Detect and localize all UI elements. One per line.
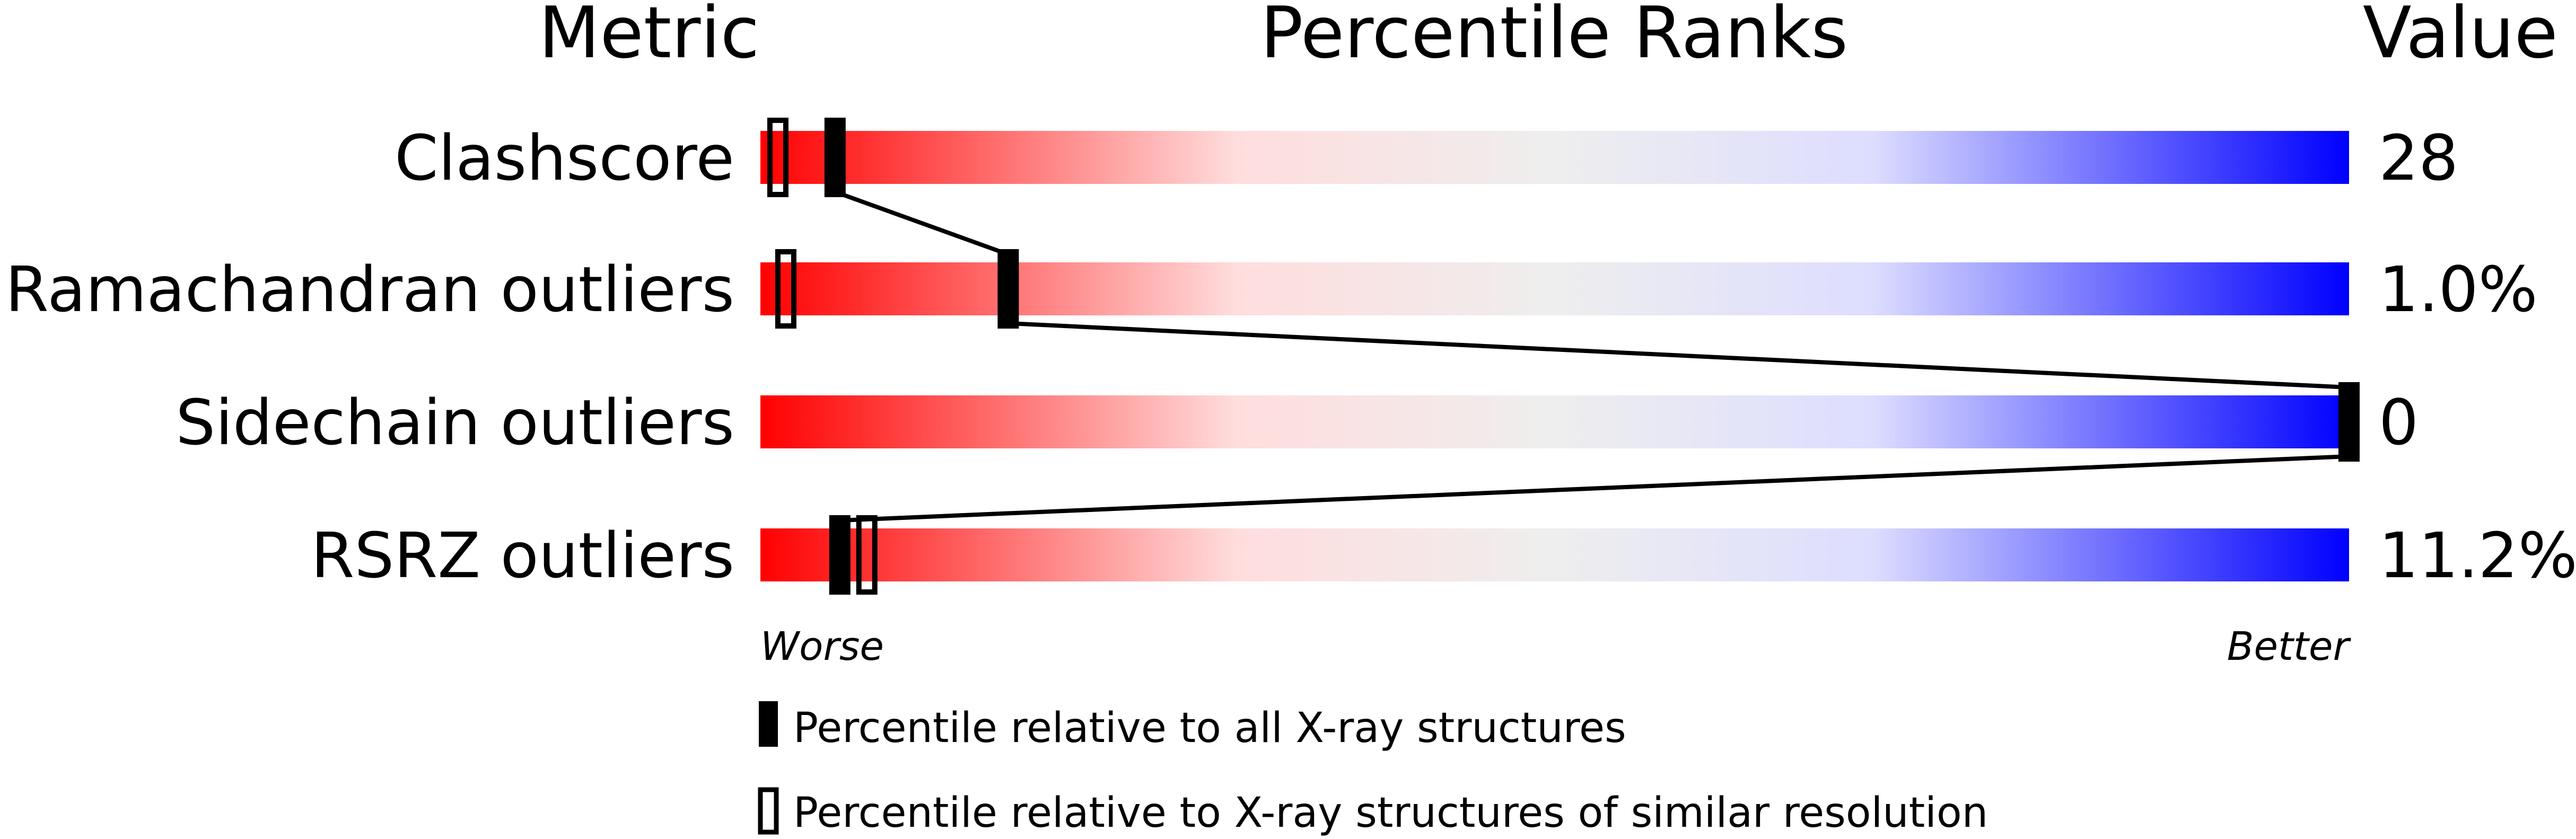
axis-worse-label: Worse xyxy=(760,624,884,669)
all-structures-percentile-marker xyxy=(997,249,1019,329)
header-percentile-ranks: Percentile Ranks xyxy=(1260,0,1848,74)
similar-resolution-percentile-marker xyxy=(775,249,796,329)
legend-filled-marker xyxy=(759,701,778,747)
metric-value: 0 xyxy=(2379,386,2419,459)
connector-line xyxy=(1008,321,2350,390)
metric-value: 11.2% xyxy=(2379,519,2576,592)
metric-value: 28 xyxy=(2379,121,2458,195)
metric-label: Clashscore xyxy=(395,121,734,195)
percentile-bar xyxy=(760,131,2349,184)
axis-better-label: Better xyxy=(2227,624,2352,669)
header-metric: Metric xyxy=(539,0,760,74)
all-structures-percentile-marker xyxy=(829,515,851,595)
percentile-bar xyxy=(760,528,2349,581)
legend-similar-label: Percentile relative to X-ray structures … xyxy=(793,789,1988,837)
connector-line xyxy=(839,454,2350,523)
legend-all-label: Percentile relative to all X-ray structu… xyxy=(793,704,1626,752)
all-structures-percentile-marker xyxy=(2338,382,2360,462)
metric-label: Sidechain outliers xyxy=(176,386,734,459)
header-value: Value xyxy=(2363,0,2558,74)
connector-line xyxy=(834,190,1009,257)
legend-open-marker xyxy=(758,787,779,835)
metric-label: RSRZ outliers xyxy=(311,519,734,592)
similar-resolution-percentile-marker xyxy=(767,118,788,197)
similar-resolution-percentile-marker xyxy=(856,515,878,595)
metric-value: 1.0% xyxy=(2379,253,2538,326)
percentile-bar xyxy=(760,262,2349,315)
all-structures-percentile-marker xyxy=(824,118,846,197)
metric-label: Ramachandran outliers xyxy=(5,253,734,326)
percentile-bar xyxy=(760,395,2349,448)
